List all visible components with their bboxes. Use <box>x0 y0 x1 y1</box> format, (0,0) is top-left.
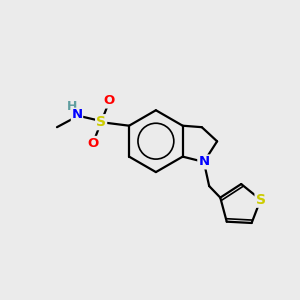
Text: N: N <box>198 155 209 168</box>
Text: O: O <box>87 137 98 150</box>
Text: S: S <box>96 115 106 129</box>
Text: N: N <box>71 108 82 121</box>
Text: H: H <box>67 100 77 113</box>
Text: S: S <box>256 193 266 207</box>
Text: O: O <box>104 94 115 107</box>
